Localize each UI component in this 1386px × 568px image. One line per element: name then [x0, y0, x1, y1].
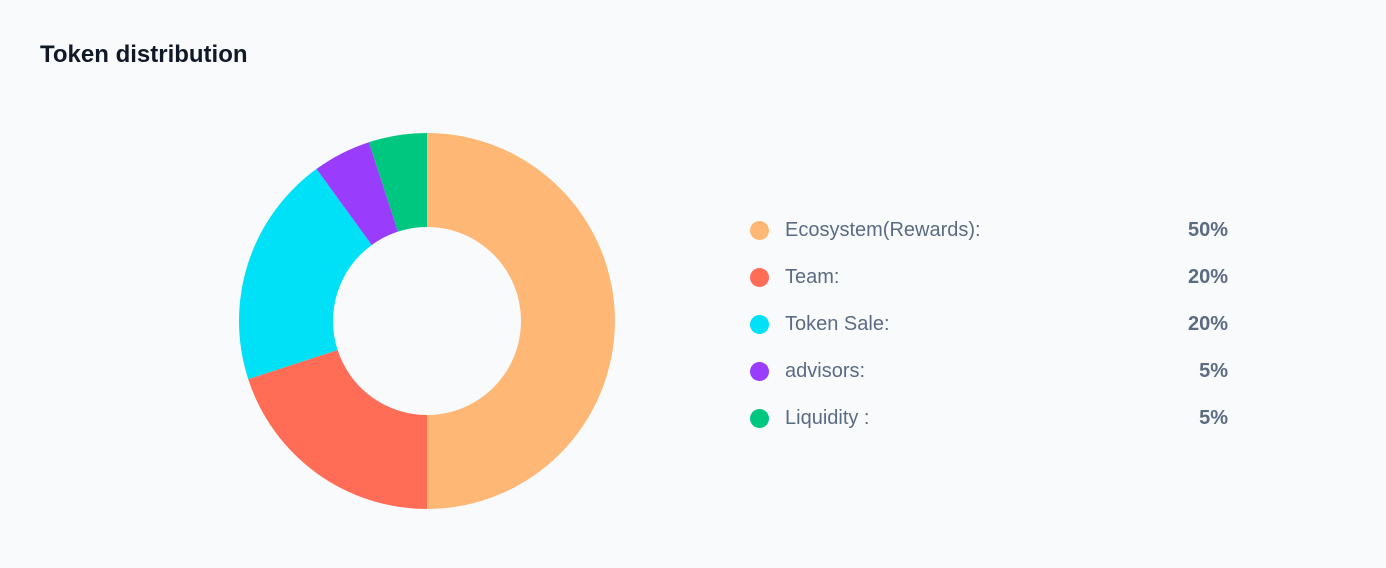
legend-swatch-icon — [750, 362, 769, 381]
chart-title: Token distribution — [40, 41, 248, 68]
donut-slice-4[interactable] — [368, 133, 427, 232]
legend-label: Token Sale: — [785, 313, 890, 335]
legend-swatch-icon — [750, 315, 769, 334]
chart-legend: Ecosystem(Rewards): 50% Team: 20% Token Sale… — [750, 207, 1230, 442]
legend-value: 5% — [1199, 360, 1228, 382]
donut-slice-1[interactable] — [248, 350, 427, 509]
legend-label: Team: — [785, 266, 840, 288]
legend-swatch-icon — [750, 221, 769, 240]
donut-slice-2[interactable] — [239, 168, 372, 380]
legend-swatch-icon — [750, 268, 769, 287]
donut-slice-0[interactable] — [427, 133, 615, 509]
legend-item[interactable]: Ecosystem(Rewards): 50% — [750, 207, 1230, 254]
donut-chart — [239, 133, 615, 509]
donut-slice-3[interactable] — [316, 142, 398, 245]
legend-value: 20% — [1187, 266, 1228, 288]
legend-item[interactable]: advisors: 5% — [750, 348, 1230, 395]
legend-value: 5% — [1199, 407, 1228, 429]
legend-item[interactable]: Team: 20% — [750, 254, 1230, 301]
legend-label: advisors: — [785, 360, 866, 382]
legend-value: 20% — [1187, 313, 1228, 335]
legend-label: Liquidity : — [785, 407, 870, 429]
legend-swatch-icon — [750, 409, 769, 428]
legend-item[interactable]: Liquidity : 5% — [750, 395, 1230, 442]
legend-label: Ecosystem(Rewards): — [785, 219, 981, 241]
legend-value: 50% — [1187, 219, 1228, 241]
legend-item[interactable]: Token Sale: 20% — [750, 301, 1230, 348]
